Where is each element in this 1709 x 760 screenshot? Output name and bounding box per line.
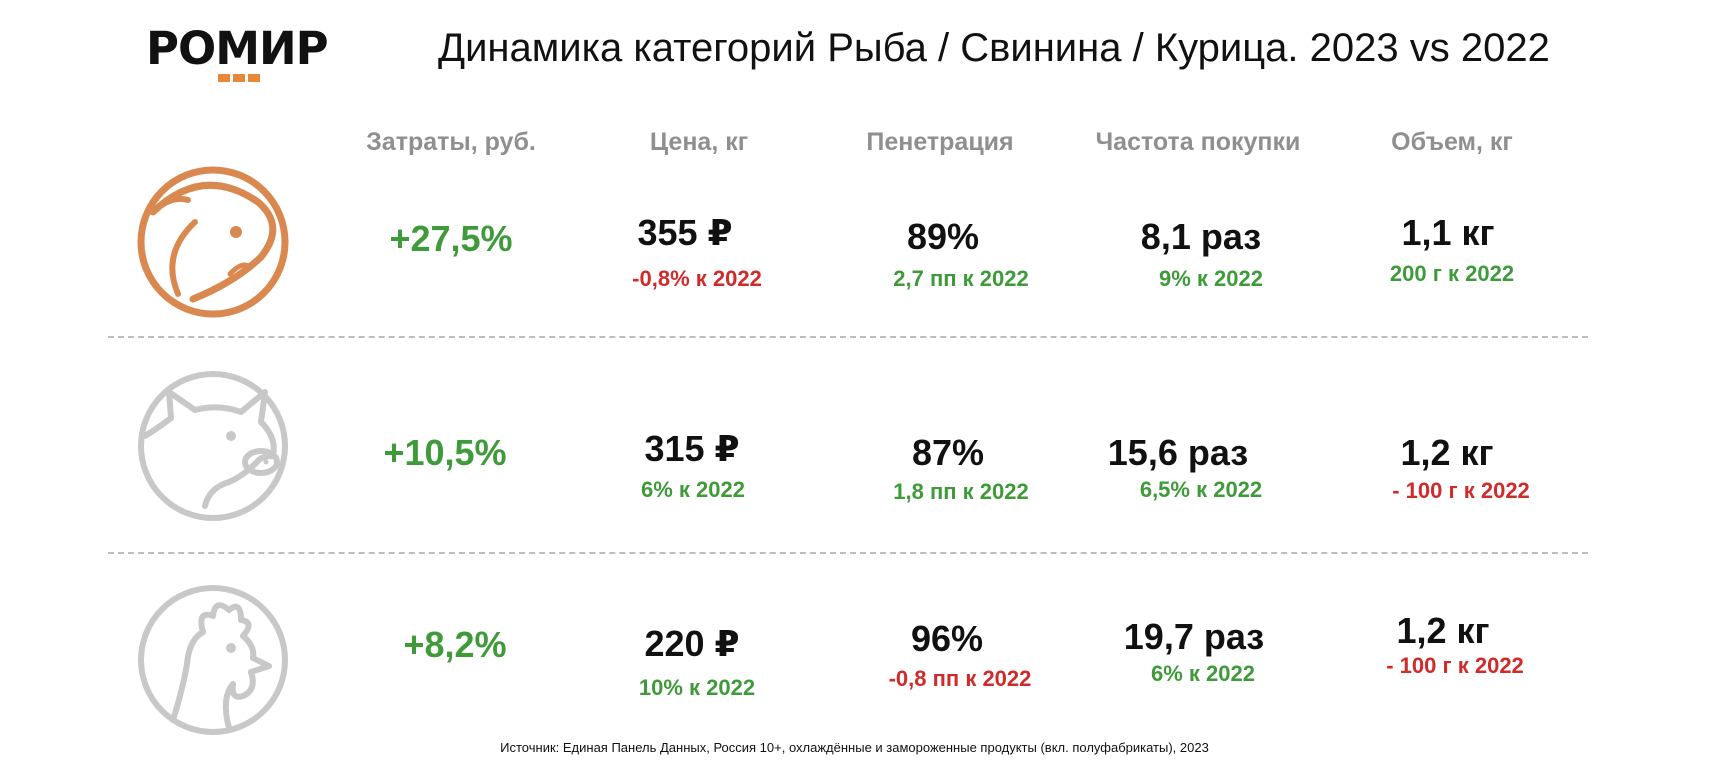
frequency-change-chicken: 6% к 2022 <box>1151 661 1255 686</box>
column-header-volume: Объем, кг <box>1391 128 1513 156</box>
penetration-chicken: 96% <box>910 618 984 659</box>
column-header-spend: Затраты, руб. <box>366 128 536 156</box>
pig-icon <box>138 371 288 521</box>
row-divider <box>108 336 1588 338</box>
price-pig: 315 ₽ <box>644 428 740 469</box>
price-change-pig: 6% к 2022 <box>641 477 745 502</box>
spend-change-chicken: +8,2% <box>403 624 507 665</box>
frequency-fish: 8,1 раз <box>1140 216 1262 257</box>
volume-fish: 1,1 кг <box>1401 212 1495 253</box>
price-chicken: 220 ₽ <box>644 623 740 664</box>
penetration-pig: 87% <box>911 432 985 473</box>
penetration-change-pig: 1,8 пп к 2022 <box>893 479 1029 504</box>
source-note: Источник: Единая Панель Данных, Россия 1… <box>500 740 1209 755</box>
frequency-chicken: 19,7 раз <box>1123 616 1265 657</box>
volume-change-chicken: - 100 г к 2022 <box>1386 653 1524 678</box>
column-header-price: Цена, кг <box>649 128 749 156</box>
row-divider <box>108 552 1588 554</box>
column-header-penetration: Пенетрация <box>866 128 1014 156</box>
price-change-fish: -0,8% к 2022 <box>632 266 762 291</box>
logo-accent-dots <box>218 74 260 82</box>
spend-change-pig: +10,5% <box>383 432 507 473</box>
romir-logo: РОМИР <box>146 22 329 75</box>
penetration-fish: 89% <box>906 216 980 257</box>
frequency-change-fish: 9% к 2022 <box>1159 266 1263 291</box>
frequency-change-pig: 6,5% к 2022 <box>1139 477 1263 502</box>
volume-pig: 1,2 кг <box>1400 432 1494 473</box>
volume-chicken: 1,2 кг <box>1396 610 1490 651</box>
volume-change-fish: 200 г к 2022 <box>1389 261 1515 286</box>
spend-change-fish: +27,5% <box>389 218 513 259</box>
penetration-change-chicken: -0,8 пп к 2022 <box>888 666 1032 691</box>
page-title: Динамика категорий Рыба / Свинина / Кури… <box>438 26 1550 70</box>
penetration-change-fish: 2,7 пп к 2022 <box>893 266 1029 291</box>
price-change-chicken: 10% к 2022 <box>638 675 756 700</box>
column-header-frequency: Частота покупки <box>1095 128 1301 156</box>
fish-icon <box>137 166 289 318</box>
volume-change-pig: - 100 г к 2022 <box>1392 478 1530 503</box>
chicken-icon <box>138 585 288 735</box>
price-fish: 355 ₽ <box>637 212 733 253</box>
frequency-pig: 15,6 раз <box>1107 432 1249 473</box>
